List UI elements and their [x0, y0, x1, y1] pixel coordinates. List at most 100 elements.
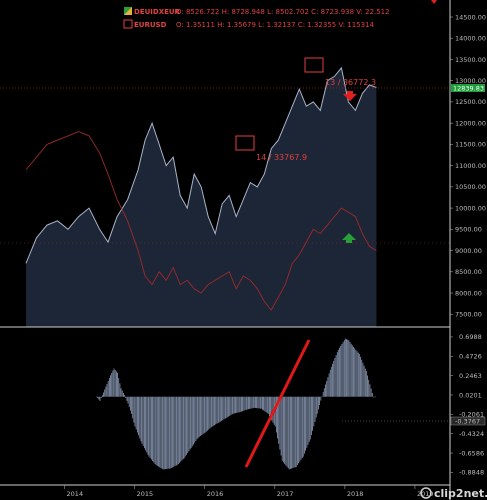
oscillator-bar	[277, 396, 278, 439]
oscillator-bar	[257, 396, 259, 409]
oscillator-bar	[139, 396, 141, 439]
oscillator-bar	[175, 396, 177, 466]
oscillator-bar	[96, 396, 97, 398]
oscillator-bar	[124, 395, 125, 397]
legend-deuidxeur-symbol: DEUIDXEUR	[134, 8, 181, 16]
oscillator-bar	[372, 396, 374, 398]
oscillator-bar	[238, 396, 240, 413]
oscillator-bar	[233, 396, 235, 414]
oscillator-bar	[354, 348, 356, 397]
time-axis: 2014 2015 2016 2017 2018 2019	[64, 485, 434, 498]
annotation-2: 13 / 36772.3	[325, 78, 376, 87]
oscillator-bar	[153, 396, 155, 463]
oscillator-bar	[342, 342, 344, 397]
oscillator-bar	[182, 396, 184, 460]
oscillator-bar	[244, 396, 246, 411]
oscillator-bar	[333, 360, 335, 397]
oscillator-bar	[224, 396, 226, 419]
oscillator-bar	[118, 378, 120, 397]
oscillator-bar	[236, 396, 238, 413]
oscillator-bar	[177, 396, 179, 464]
oscillator-bar	[364, 368, 366, 397]
price-tick-label: 12500.00	[455, 98, 486, 106]
oscillator-bar	[258, 396, 260, 409]
buy-arrow-icon[interactable]	[342, 233, 356, 243]
oscillator-bar	[145, 396, 146, 451]
marker-box-1[interactable]	[235, 135, 255, 151]
oscillator-bar	[169, 396, 171, 469]
oscillator-bar	[219, 396, 221, 422]
oscillator-bar	[196, 396, 198, 440]
oscillator-bar	[353, 346, 354, 397]
oscillator-bar	[330, 366, 332, 397]
oscillator-bar	[313, 396, 315, 427]
legend-deuidxeur-ohlc: O: 8526.722 H: 8728.948 L: 8502.702 C: 8…	[176, 8, 390, 16]
oscillator-bar	[318, 396, 319, 410]
oscillator-bar	[172, 396, 173, 468]
oscillator-bar	[276, 396, 277, 433]
oscillator-bars	[96, 338, 377, 470]
oscillator-bar	[326, 380, 328, 397]
oscillator-bar	[343, 340, 345, 397]
oscillator-bar	[295, 396, 297, 467]
last-price-value: 12839.83	[453, 85, 484, 93]
oscillator-bar	[283, 396, 284, 463]
oscillator-bar	[355, 349, 357, 397]
oscillator-bar	[365, 371, 367, 397]
oscillator-bar	[328, 373, 330, 397]
oscillator-bar	[204, 396, 206, 433]
oscillator-bar	[168, 396, 170, 469]
oscillator-bar	[197, 396, 199, 438]
oscillator-bar	[363, 365, 365, 397]
oscillator-bar	[321, 396, 323, 397]
oscillator-bar	[173, 396, 175, 467]
price-panel: 14500.00 14000.00 13500.00 13000.00 12500.00…	[25, 13, 486, 328]
top-arrow-icon	[431, 0, 437, 4]
oscillator-trend-line[interactable]	[244, 339, 311, 468]
oscillator-bar	[287, 396, 289, 469]
price-tick-label: 10500.00	[455, 183, 486, 191]
oscillator-tick-label: -0.6586	[459, 449, 484, 457]
oscillator-bar	[280, 396, 282, 456]
oscillator-bar	[358, 354, 360, 397]
oscillator-bar	[348, 340, 350, 397]
oscillator-bar	[314, 396, 316, 422]
oscillator-bar	[190, 396, 192, 448]
year-tick-label: 2016	[207, 490, 224, 498]
oscillator-bar	[188, 396, 190, 452]
oscillator-bar	[110, 375, 111, 397]
marker-box-2[interactable]	[304, 57, 324, 73]
oscillator-tick-label: -0.2061	[459, 411, 484, 419]
oscillator-bar	[156, 396, 158, 466]
oscillator-bar	[362, 362, 364, 397]
legend-eurusd-ohlc: O: 1.35111 H: 1.35679 L: 1.32137 C: 1.32…	[176, 21, 375, 29]
oscillator-bar	[255, 396, 256, 408]
oscillator-bar	[267, 396, 269, 414]
oscillator-bar	[297, 396, 298, 466]
oscillator-bar	[179, 396, 180, 463]
year-tick-label: 2015	[137, 490, 154, 498]
legend-swatch-deuidxeur-accent	[124, 7, 132, 15]
oscillator-bar	[186, 396, 187, 455]
price-tick-label: 14000.00	[455, 35, 486, 43]
oscillator-bar	[193, 396, 194, 445]
oscillator-tick-label: 0.6988	[459, 333, 482, 341]
oscillator-bar	[266, 396, 268, 414]
oscillator-bar	[119, 383, 121, 397]
oscillator-last-value: -0.3767	[455, 418, 480, 426]
oscillator-bar	[335, 355, 337, 397]
oscillator-bar	[125, 396, 127, 398]
oscillator-bar	[334, 358, 336, 397]
oscillator-bar	[97, 396, 99, 399]
year-tick-label: 2019	[417, 490, 434, 498]
year-tick-label: 2018	[347, 490, 364, 498]
oscillator-bar	[98, 396, 100, 400]
oscillator-bar	[260, 396, 262, 409]
oscillator-bar	[315, 396, 317, 418]
oscillator-bar	[325, 384, 326, 397]
sell-arrow-icon[interactable]	[343, 91, 357, 101]
oscillator-bar	[210, 396, 212, 428]
oscillator-bar	[339, 347, 340, 397]
oscillator-bar	[103, 392, 104, 397]
oscillator-bar	[201, 396, 203, 436]
